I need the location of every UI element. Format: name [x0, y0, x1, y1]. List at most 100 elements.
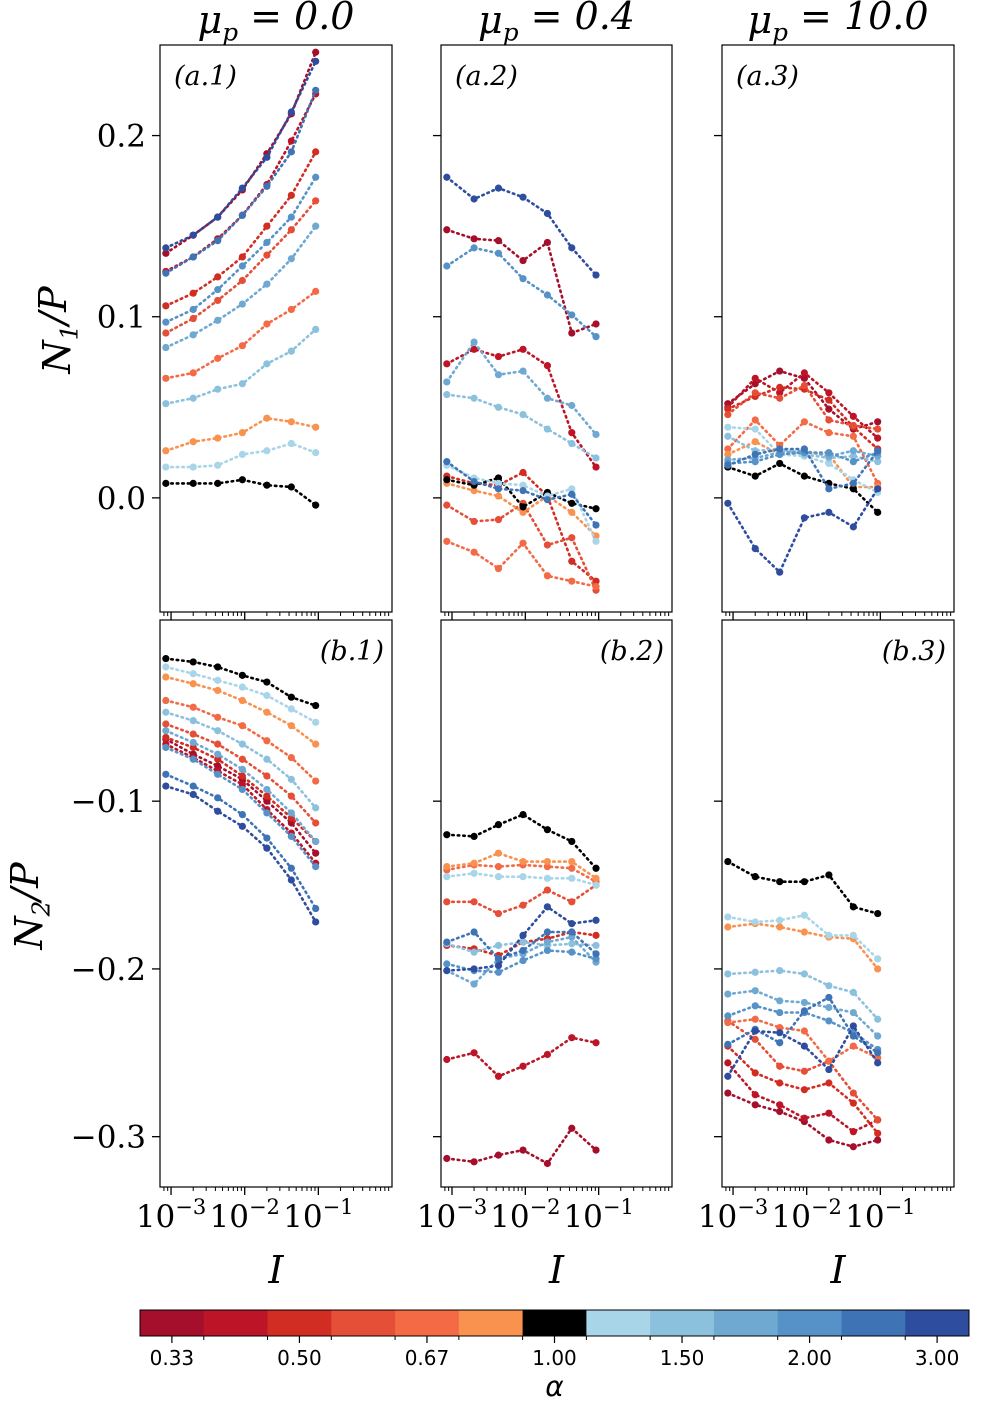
- data-point: [519, 938, 527, 946]
- axes-frame: [159, 44, 393, 613]
- data-point: [214, 354, 222, 362]
- data-point: [568, 898, 576, 906]
- data-point: [263, 737, 271, 745]
- data-point: [443, 960, 451, 968]
- data-point: [800, 1086, 808, 1094]
- y-tick-label: −0.1: [71, 784, 146, 820]
- data-point: [592, 333, 600, 341]
- data-point: [443, 173, 451, 181]
- data-point: [776, 923, 784, 931]
- data-point: [443, 862, 451, 871]
- data-point: [214, 213, 222, 221]
- data-point: [592, 454, 600, 462]
- data-point: [568, 429, 576, 437]
- series-7: [724, 459, 882, 516]
- data-point: [494, 492, 503, 500]
- x-tick-label: 10−3: [698, 1195, 768, 1235]
- colorbar-tick-label: 0.67: [405, 1346, 450, 1370]
- data-point: [189, 680, 197, 688]
- data-point: [162, 463, 170, 471]
- data-point: [238, 740, 246, 748]
- series-3: [162, 148, 320, 310]
- axes-frame: [159, 619, 393, 1188]
- data-point: [494, 909, 503, 918]
- data-point: [470, 477, 478, 486]
- data-point: [543, 946, 552, 955]
- data-point: [776, 459, 784, 468]
- data-point: [724, 499, 732, 507]
- data-point: [443, 360, 451, 368]
- data-point: [494, 873, 503, 881]
- series-1: [443, 1124, 600, 1168]
- data-point: [162, 743, 170, 752]
- data-point: [494, 968, 503, 976]
- panel-b2: 10−3 10−2 10−1 (b.2): [417, 619, 673, 1235]
- data-point: [800, 374, 808, 382]
- data-point: [825, 1065, 833, 1074]
- data-point: [724, 423, 732, 431]
- data-point: [849, 1089, 857, 1097]
- data-point: [800, 1067, 808, 1075]
- colorbar-tick-label: 0.33: [150, 1346, 195, 1370]
- data-point: [312, 740, 320, 748]
- data-point: [162, 329, 170, 337]
- data-point: [874, 485, 882, 493]
- data-point: [751, 544, 759, 553]
- data-point: [162, 343, 170, 352]
- colorbar-tick-label: 1.00: [532, 1346, 577, 1370]
- data-point: [568, 857, 576, 866]
- data-point: [849, 523, 857, 531]
- column-title-2: μp​ = 0.4: [478, 0, 635, 46]
- series-2: [443, 345, 600, 471]
- data-point: [312, 804, 320, 812]
- data-point: [543, 291, 552, 299]
- data-point: [849, 1099, 857, 1107]
- data-point: [162, 447, 170, 455]
- data-point: [543, 394, 552, 402]
- data-point: [543, 1050, 552, 1059]
- data-point: [312, 287, 320, 295]
- data-point: [800, 911, 808, 919]
- data-point: [189, 738, 197, 747]
- data-point: [849, 432, 857, 440]
- data-point: [724, 405, 732, 413]
- y-axis-label-2: N2​/P: [3, 861, 55, 951]
- data-point: [312, 904, 320, 913]
- data-point: [214, 713, 222, 721]
- data-point: [263, 834, 271, 842]
- data-point: [519, 1146, 527, 1154]
- y-tick-label: 0.1: [97, 300, 146, 336]
- data-point: [263, 280, 271, 288]
- data-point: [263, 844, 271, 852]
- data-point: [162, 654, 170, 663]
- data-point: [263, 691, 271, 700]
- data-point: [162, 673, 170, 681]
- data-point: [800, 928, 808, 936]
- series-line: [726, 487, 880, 575]
- data-point: [189, 305, 197, 314]
- series-8: [162, 439, 320, 471]
- data-point: [214, 750, 222, 758]
- data-point: [214, 663, 222, 671]
- data-point: [724, 913, 732, 921]
- data-point: [287, 213, 295, 221]
- data-point: [776, 878, 784, 886]
- series-2: [162, 90, 320, 276]
- series-4: [162, 720, 320, 827]
- data-point: [214, 296, 222, 305]
- data-point: [751, 450, 759, 458]
- data-point: [592, 931, 600, 939]
- data-point: [312, 849, 320, 857]
- data-point: [287, 792, 295, 800]
- data-point: [189, 289, 197, 297]
- data-point: [312, 819, 320, 827]
- panel-b3: 10−3 10−2 10−1 (b.3): [698, 619, 955, 1235]
- data-point: [776, 367, 784, 375]
- data-point: [162, 374, 170, 382]
- data-point: [592, 583, 600, 591]
- colorbar-segment: [395, 1310, 460, 1336]
- data-point: [724, 445, 732, 453]
- data-point: [494, 249, 503, 257]
- data-point: [470, 980, 478, 988]
